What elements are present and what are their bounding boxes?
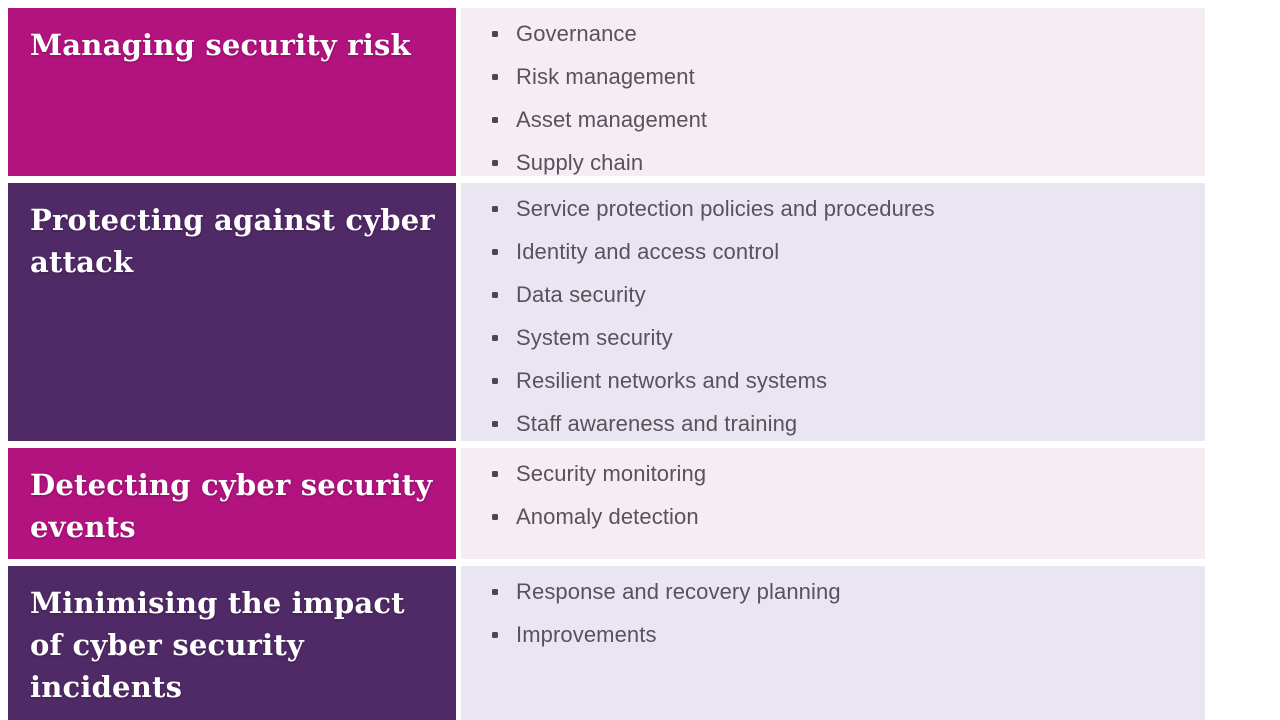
bullet-icon — [492, 292, 498, 298]
list-item: Identity and access control — [492, 238, 1185, 266]
item-label: Resilient networks and systems — [516, 368, 828, 393]
bullet-icon — [492, 160, 498, 166]
item-label: Asset management — [516, 107, 708, 132]
bullet-icon — [492, 589, 498, 595]
table-row: Detecting cyber security events Security… — [8, 448, 1205, 559]
bullet-icon — [492, 421, 498, 427]
security-categories-table: Managing security risk Governance Risk ma… — [8, 8, 1205, 720]
list-item: System security — [492, 324, 1185, 352]
bullet-icon — [492, 117, 498, 123]
item-label: Service protection policies and procedur… — [516, 196, 935, 221]
item-label: Security monitoring — [516, 461, 707, 486]
bullet-icon — [492, 632, 498, 638]
list-item: Governance — [492, 20, 1185, 48]
item-label: Governance — [516, 21, 637, 46]
list-item: Improvements — [492, 621, 1185, 649]
list-item: Risk management — [492, 63, 1185, 91]
category-cell: Minimising the impact of cyber security … — [8, 566, 456, 720]
list-item: Data security — [492, 281, 1185, 309]
items-cell: Service protection policies and procedur… — [461, 183, 1205, 441]
table-row: Managing security risk Governance Risk ma… — [8, 8, 1205, 176]
bullet-icon — [492, 335, 498, 341]
item-label: Identity and access control — [516, 239, 780, 264]
list-item: Resilient networks and systems — [492, 367, 1185, 395]
category-cell: Detecting cyber security events — [8, 448, 456, 559]
bullet-icon — [492, 206, 498, 212]
item-label: Response and recovery planning — [516, 579, 841, 604]
list-item: Supply chain — [492, 149, 1185, 177]
item-label: Staff awareness and training — [516, 411, 798, 436]
list-item: Security monitoring — [492, 460, 1185, 488]
bullet-icon — [492, 514, 498, 520]
bullet-icon — [492, 74, 498, 80]
item-list: Response and recovery planning Improvemen… — [492, 578, 1185, 649]
list-item: Staff awareness and training — [492, 410, 1185, 438]
category-cell: Protecting against cyber attack — [8, 183, 456, 441]
item-list: Service protection policies and procedur… — [492, 195, 1185, 438]
item-label: Supply chain — [516, 150, 644, 175]
item-list: Security monitoring Anomaly detection — [492, 460, 1185, 531]
item-label: Anomaly detection — [516, 504, 699, 529]
items-cell: Governance Risk management Asset managemen… — [461, 8, 1205, 176]
items-cell: Security monitoring Anomaly detection — [461, 448, 1205, 559]
item-label: Risk management — [516, 64, 695, 89]
category-label: Detecting cyber security events — [30, 468, 433, 544]
item-label: System security — [516, 325, 673, 350]
bullet-icon — [492, 249, 498, 255]
list-item: Anomaly detection — [492, 503, 1185, 531]
list-item: Asset management — [492, 106, 1185, 134]
item-label: Data security — [516, 282, 646, 307]
table-row: Minimising the impact of cyber security … — [8, 566, 1205, 720]
list-item: Response and recovery planning — [492, 578, 1185, 606]
item-list: Governance Risk management Asset managemen… — [492, 20, 1185, 177]
bullet-icon — [492, 31, 498, 37]
item-label: Improvements — [516, 622, 657, 647]
category-label: Managing security risk — [30, 28, 411, 62]
list-item: Service protection policies and procedur… — [492, 195, 1185, 223]
category-cell: Managing security risk — [8, 8, 456, 176]
table-row: Protecting against cyber attack Service … — [8, 183, 1205, 441]
bullet-icon — [492, 378, 498, 384]
bullet-icon — [492, 471, 498, 477]
category-label: Protecting against cyber attack — [30, 203, 435, 279]
items-cell: Response and recovery planning Improvemen… — [461, 566, 1205, 720]
category-label: Minimising the impact of cyber security … — [30, 586, 405, 704]
